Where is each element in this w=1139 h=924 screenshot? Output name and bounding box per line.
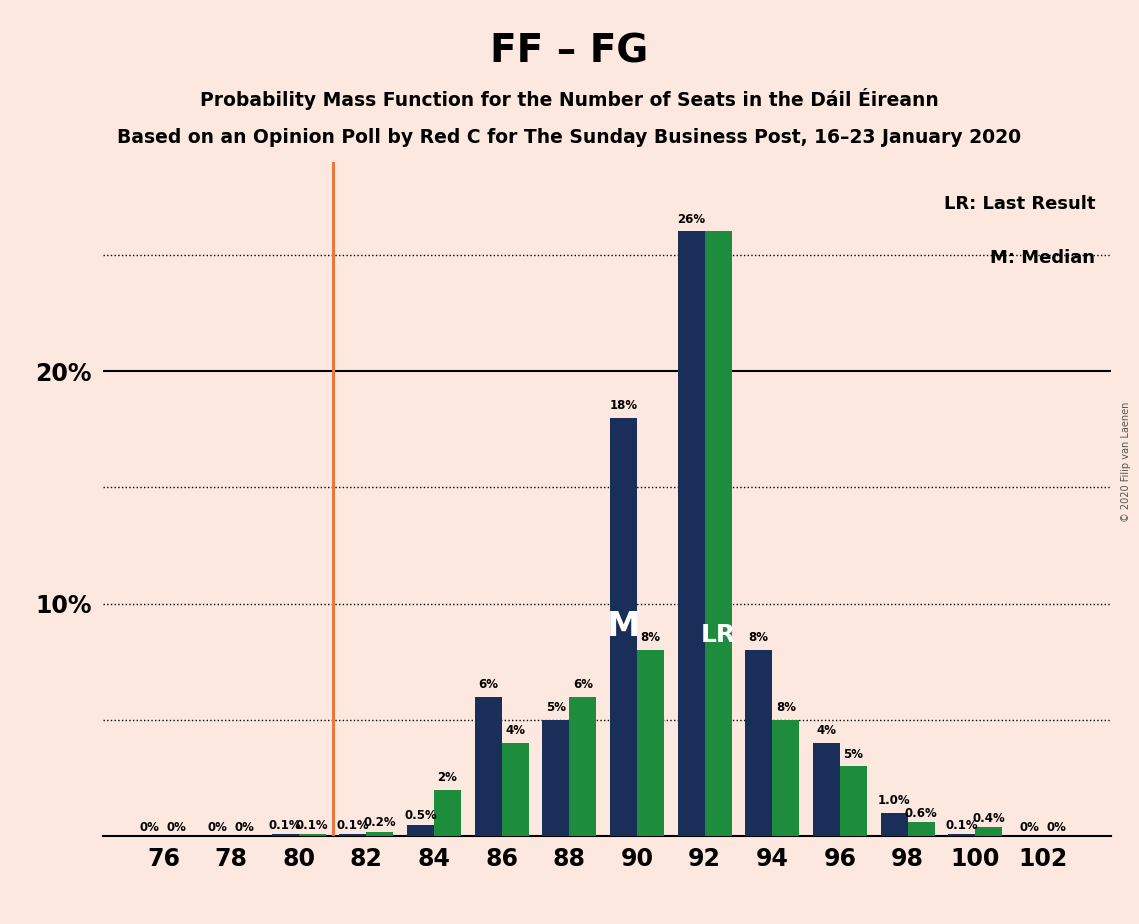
- Text: 6%: 6%: [573, 678, 592, 691]
- Text: 5%: 5%: [546, 701, 566, 714]
- Text: 0.1%: 0.1%: [296, 819, 328, 832]
- Text: 0%: 0%: [207, 821, 228, 833]
- Text: 0.1%: 0.1%: [336, 819, 369, 832]
- Text: 0.5%: 0.5%: [404, 809, 437, 822]
- Bar: [975, 827, 1002, 836]
- Bar: [609, 418, 637, 836]
- Text: 0%: 0%: [140, 821, 159, 833]
- Bar: [678, 232, 705, 836]
- Bar: [407, 824, 434, 836]
- Text: 0%: 0%: [235, 821, 254, 833]
- Bar: [298, 833, 326, 836]
- Bar: [772, 720, 800, 836]
- Bar: [542, 720, 570, 836]
- Bar: [637, 650, 664, 836]
- Bar: [745, 650, 772, 836]
- Bar: [705, 232, 731, 836]
- Text: 1.0%: 1.0%: [878, 794, 910, 808]
- Text: 0.4%: 0.4%: [973, 811, 1005, 824]
- Text: 0%: 0%: [167, 821, 187, 833]
- Text: 18%: 18%: [609, 399, 638, 412]
- Bar: [813, 743, 839, 836]
- Text: 2%: 2%: [437, 771, 458, 784]
- Text: 8%: 8%: [748, 631, 769, 644]
- Text: M: M: [607, 611, 640, 643]
- Text: 0%: 0%: [1047, 821, 1066, 833]
- Text: FF – FG: FF – FG: [491, 32, 648, 70]
- Bar: [880, 813, 908, 836]
- Bar: [839, 766, 867, 836]
- Text: 26%: 26%: [677, 213, 705, 225]
- Text: LR: Last Result: LR: Last Result: [944, 196, 1096, 213]
- Text: 0.1%: 0.1%: [945, 819, 978, 832]
- Text: 8%: 8%: [776, 701, 796, 714]
- Bar: [475, 697, 501, 836]
- Text: 0.6%: 0.6%: [904, 807, 937, 820]
- Text: 0%: 0%: [1019, 821, 1039, 833]
- Text: 8%: 8%: [640, 631, 661, 644]
- Text: 0.1%: 0.1%: [269, 819, 302, 832]
- Bar: [948, 833, 975, 836]
- Text: © 2020 Filip van Laenen: © 2020 Filip van Laenen: [1121, 402, 1131, 522]
- Bar: [271, 833, 298, 836]
- Text: Probability Mass Function for the Number of Seats in the Dáil Éireann: Probability Mass Function for the Number…: [200, 88, 939, 110]
- Bar: [367, 832, 393, 836]
- Text: M: Median: M: Median: [991, 249, 1096, 267]
- Text: 0.2%: 0.2%: [363, 816, 396, 829]
- Text: 6%: 6%: [478, 678, 498, 691]
- Bar: [339, 833, 367, 836]
- Text: 4%: 4%: [817, 724, 836, 737]
- Text: LR: LR: [700, 623, 736, 647]
- Bar: [570, 697, 597, 836]
- Bar: [434, 790, 461, 836]
- Bar: [908, 822, 935, 836]
- Text: Based on an Opinion Poll by Red C for The Sunday Business Post, 16–23 January 20: Based on an Opinion Poll by Red C for Th…: [117, 128, 1022, 147]
- Text: 4%: 4%: [506, 724, 525, 737]
- Text: 5%: 5%: [844, 748, 863, 760]
- Bar: [501, 743, 528, 836]
